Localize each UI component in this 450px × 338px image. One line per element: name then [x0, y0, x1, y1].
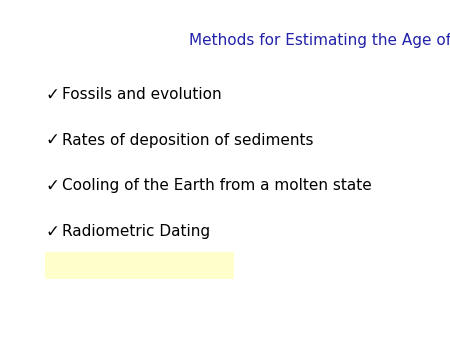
Text: Radiometric Dating: Radiometric Dating [62, 224, 210, 239]
FancyBboxPatch shape [45, 252, 234, 279]
Text: Cooling of the Earth from a molten state: Cooling of the Earth from a molten state [62, 178, 372, 193]
Text: Methods for Estimating the Age of the Earth: Methods for Estimating the Age of the Ea… [189, 33, 450, 48]
Text: Rates of deposition of sediments: Rates of deposition of sediments [62, 133, 314, 148]
Text: ✓: ✓ [45, 222, 59, 241]
Text: ✓: ✓ [45, 177, 59, 195]
Text: ✓: ✓ [45, 86, 59, 104]
Text: ✓: ✓ [45, 131, 59, 149]
Text: Fossils and evolution: Fossils and evolution [62, 87, 222, 102]
